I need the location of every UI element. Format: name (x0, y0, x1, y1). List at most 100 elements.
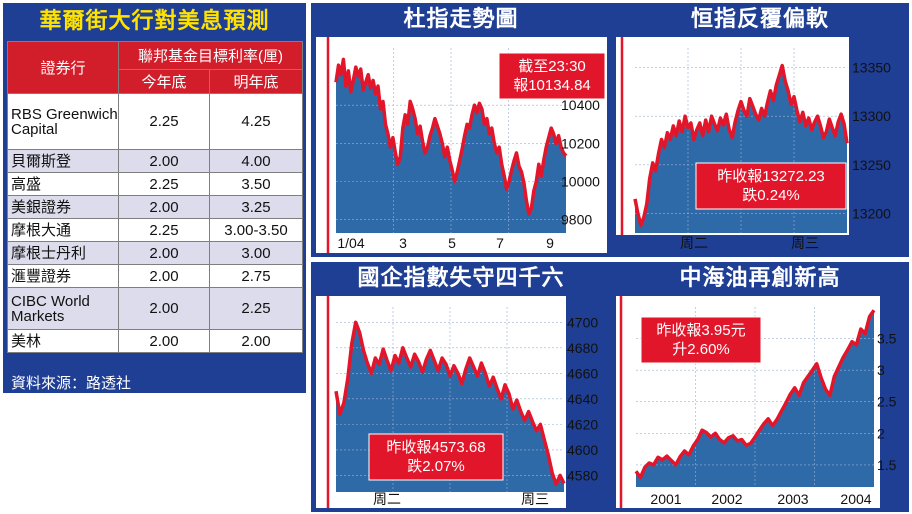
y-tick-label: 13250 (852, 157, 891, 173)
rate-next-year: 4.00 (209, 149, 303, 173)
header-this-year: 今年底 (118, 69, 210, 94)
forecast-row: 摩根大通 2.25 3.00-3.50 (7, 218, 303, 242)
broker-name: 美林 (7, 329, 119, 353)
y-tick-label: 10000 (561, 174, 600, 190)
y-tick-label: 4600 (567, 442, 598, 458)
hsi-panel: 恒指反覆偏軟 13350 13300 13250 13200 周二 周三 昨收報13272.… (611, 3, 909, 257)
y-tick-label: 4640 (567, 391, 598, 407)
djia-title: 杜指走勢圖 (403, 6, 519, 31)
broker-name: 摩根士丹利 (7, 241, 119, 265)
y-tick-label: 13300 (852, 108, 891, 124)
x-tick-label: 周二 (373, 491, 401, 507)
rate-this-year: 2.00 (118, 287, 210, 330)
x-tick-label: 2004 (840, 491, 871, 507)
rate-this-year: 2.00 (118, 195, 210, 219)
rate-next-year: 3.00 (209, 241, 303, 265)
y-tick-label: 10400 (561, 97, 600, 113)
y-tick-label: 3.5 (877, 331, 897, 347)
x-tick-label: 周三 (791, 235, 819, 251)
y-tick-label: 1.5 (877, 457, 897, 473)
forecast-row: CIBC World Markets 2.00 2.25 (7, 287, 303, 330)
x-tick-label: 周二 (680, 235, 708, 251)
y-tick-label: 13200 (852, 206, 891, 222)
y-tick-label: 4620 (567, 416, 598, 432)
x-tick-label: 9 (546, 235, 554, 251)
header-next-year: 明年底 (209, 69, 303, 94)
forecast-row: 摩根士丹利 2.00 3.00 (7, 241, 303, 265)
hsi-title: 恒指反覆偏軟 (690, 6, 829, 31)
rate-next-year: 2.00 (209, 329, 303, 353)
y-tick-label: 4680 (567, 340, 598, 356)
x-tick-label: 2003 (777, 491, 808, 507)
broker-name: 高盛 (7, 172, 119, 196)
y-tick-label: 4700 (567, 314, 598, 330)
forecast-row: 美林 2.00 2.00 (7, 329, 303, 353)
forecast-row: RBS Greenwich Capital 2.25 4.25 (7, 93, 303, 150)
source-note: 資料來源：路透社 (11, 375, 132, 392)
rate-next-year: 3.25 (209, 195, 303, 219)
y-tick-label: 13350 (852, 59, 891, 75)
annotation-box (640, 316, 762, 364)
header-fed-rate: 聯邦基金目標利率(厘) (118, 41, 303, 70)
annotation-box (695, 162, 847, 210)
annotation-text: 跌0.24% (742, 187, 800, 204)
rate-this-year: 2.25 (118, 218, 210, 242)
cnooc-title: 中海油再創新高 (679, 265, 841, 290)
y-tick-label: 2 (877, 425, 885, 441)
series-line (334, 320, 566, 487)
hscei-chart: 4700 4680 4660 4640 4620 4600 4580 周二 周三 昨收報4573.… (316, 296, 598, 508)
annotation-text: 截至23:30 (518, 58, 586, 75)
hscei-panel: 國企指數失守四千六 4700 4680 4660 4640 4620 4600 4580 周二… (311, 262, 611, 512)
rate-this-year: 2.25 (118, 172, 210, 196)
rate-this-year: 2.00 (118, 329, 210, 353)
annotation-text: 升2.60% (672, 341, 730, 358)
djia-chart: 10400 10200 10000 9800 1/04 3 5 7 9 截至23:30 報10134… (316, 37, 607, 253)
rate-next-year: 4.25 (209, 93, 303, 150)
y-tick-label: 4580 (567, 467, 598, 483)
forecast-row: 美銀證券 2.00 3.25 (7, 195, 303, 219)
forecast-row: 貝爾斯登 2.00 4.00 (7, 149, 303, 173)
cnooc-panel: 中海油再創新高 3.5 3 2.5 2 1.5 2001 2002 2003 2004 昨收報3.… (611, 262, 909, 512)
broker-name: CIBC World Markets (7, 287, 119, 330)
fed-rate-forecast-table: 華爾街大行對美息預測 證券行 聯邦基金目標利率(厘) 今年底 明年底 RBS G… (3, 3, 306, 393)
x-tick-label: 5 (448, 235, 456, 251)
series-line (334, 57, 568, 216)
annotation-text: 昨收報4573.68 (386, 439, 485, 456)
broker-name: RBS Greenwich Capital (7, 93, 119, 150)
annotation-text: 報10134.84 (513, 77, 591, 94)
x-tick-label: 2002 (711, 491, 742, 507)
x-tick-label: 7 (496, 235, 504, 251)
djia-panel: 杜指走勢圖 10400 10200 10000 9800 1/04 3 5 7 9 截至23:30… (311, 3, 611, 257)
cnooc-chart: 3.5 3 2.5 2 1.5 2001 2002 2003 2004 昨收報3.95元升2.60… (616, 296, 897, 508)
rate-next-year: 3.50 (209, 172, 303, 196)
x-tick-label: 周三 (521, 491, 549, 507)
forecast-grid: 證券行 聯邦基金目標利率(厘) 今年底 明年底 RBS Greenwich Ca… (7, 41, 303, 353)
header-broker: 證券行 (7, 41, 119, 94)
hsi-chart: 13350 13300 13250 13200 周二 周三 昨收報13272.23 跌0.24… (616, 37, 891, 251)
y-tick-label: 4660 (567, 365, 598, 381)
y-tick-label: 3 (877, 362, 885, 378)
forecast-title: 華爾街大行對美息預測 (39, 8, 270, 33)
y-tick-label: 9800 (561, 212, 592, 228)
rate-this-year: 2.00 (118, 264, 210, 288)
rate-next-year: 3.00-3.50 (209, 218, 303, 242)
annotation-text: 跌2.07% (407, 458, 465, 475)
x-tick-label: 1/04 (337, 235, 364, 251)
annotation-text: 昨收報13272.23 (717, 168, 825, 185)
series-line (633, 63, 849, 227)
rate-next-year: 2.25 (209, 287, 303, 330)
hscei-title: 國企指數失守四千六 (357, 265, 565, 290)
broker-name: 摩根大通 (7, 218, 119, 242)
x-tick-label: 3 (399, 235, 407, 251)
y-tick-label: 10200 (561, 135, 600, 151)
rate-this-year: 2.25 (118, 93, 210, 150)
rate-this-year: 2.00 (118, 241, 210, 265)
broker-name: 滙豐證券 (7, 264, 119, 288)
broker-name: 貝爾斯登 (7, 149, 119, 173)
annotation-box (368, 433, 504, 481)
rate-next-year: 2.75 (209, 264, 303, 288)
y-tick-label: 2.5 (877, 394, 897, 410)
x-tick-label: 2001 (650, 491, 681, 507)
rate-this-year: 2.00 (118, 149, 210, 173)
series-line (634, 309, 876, 480)
